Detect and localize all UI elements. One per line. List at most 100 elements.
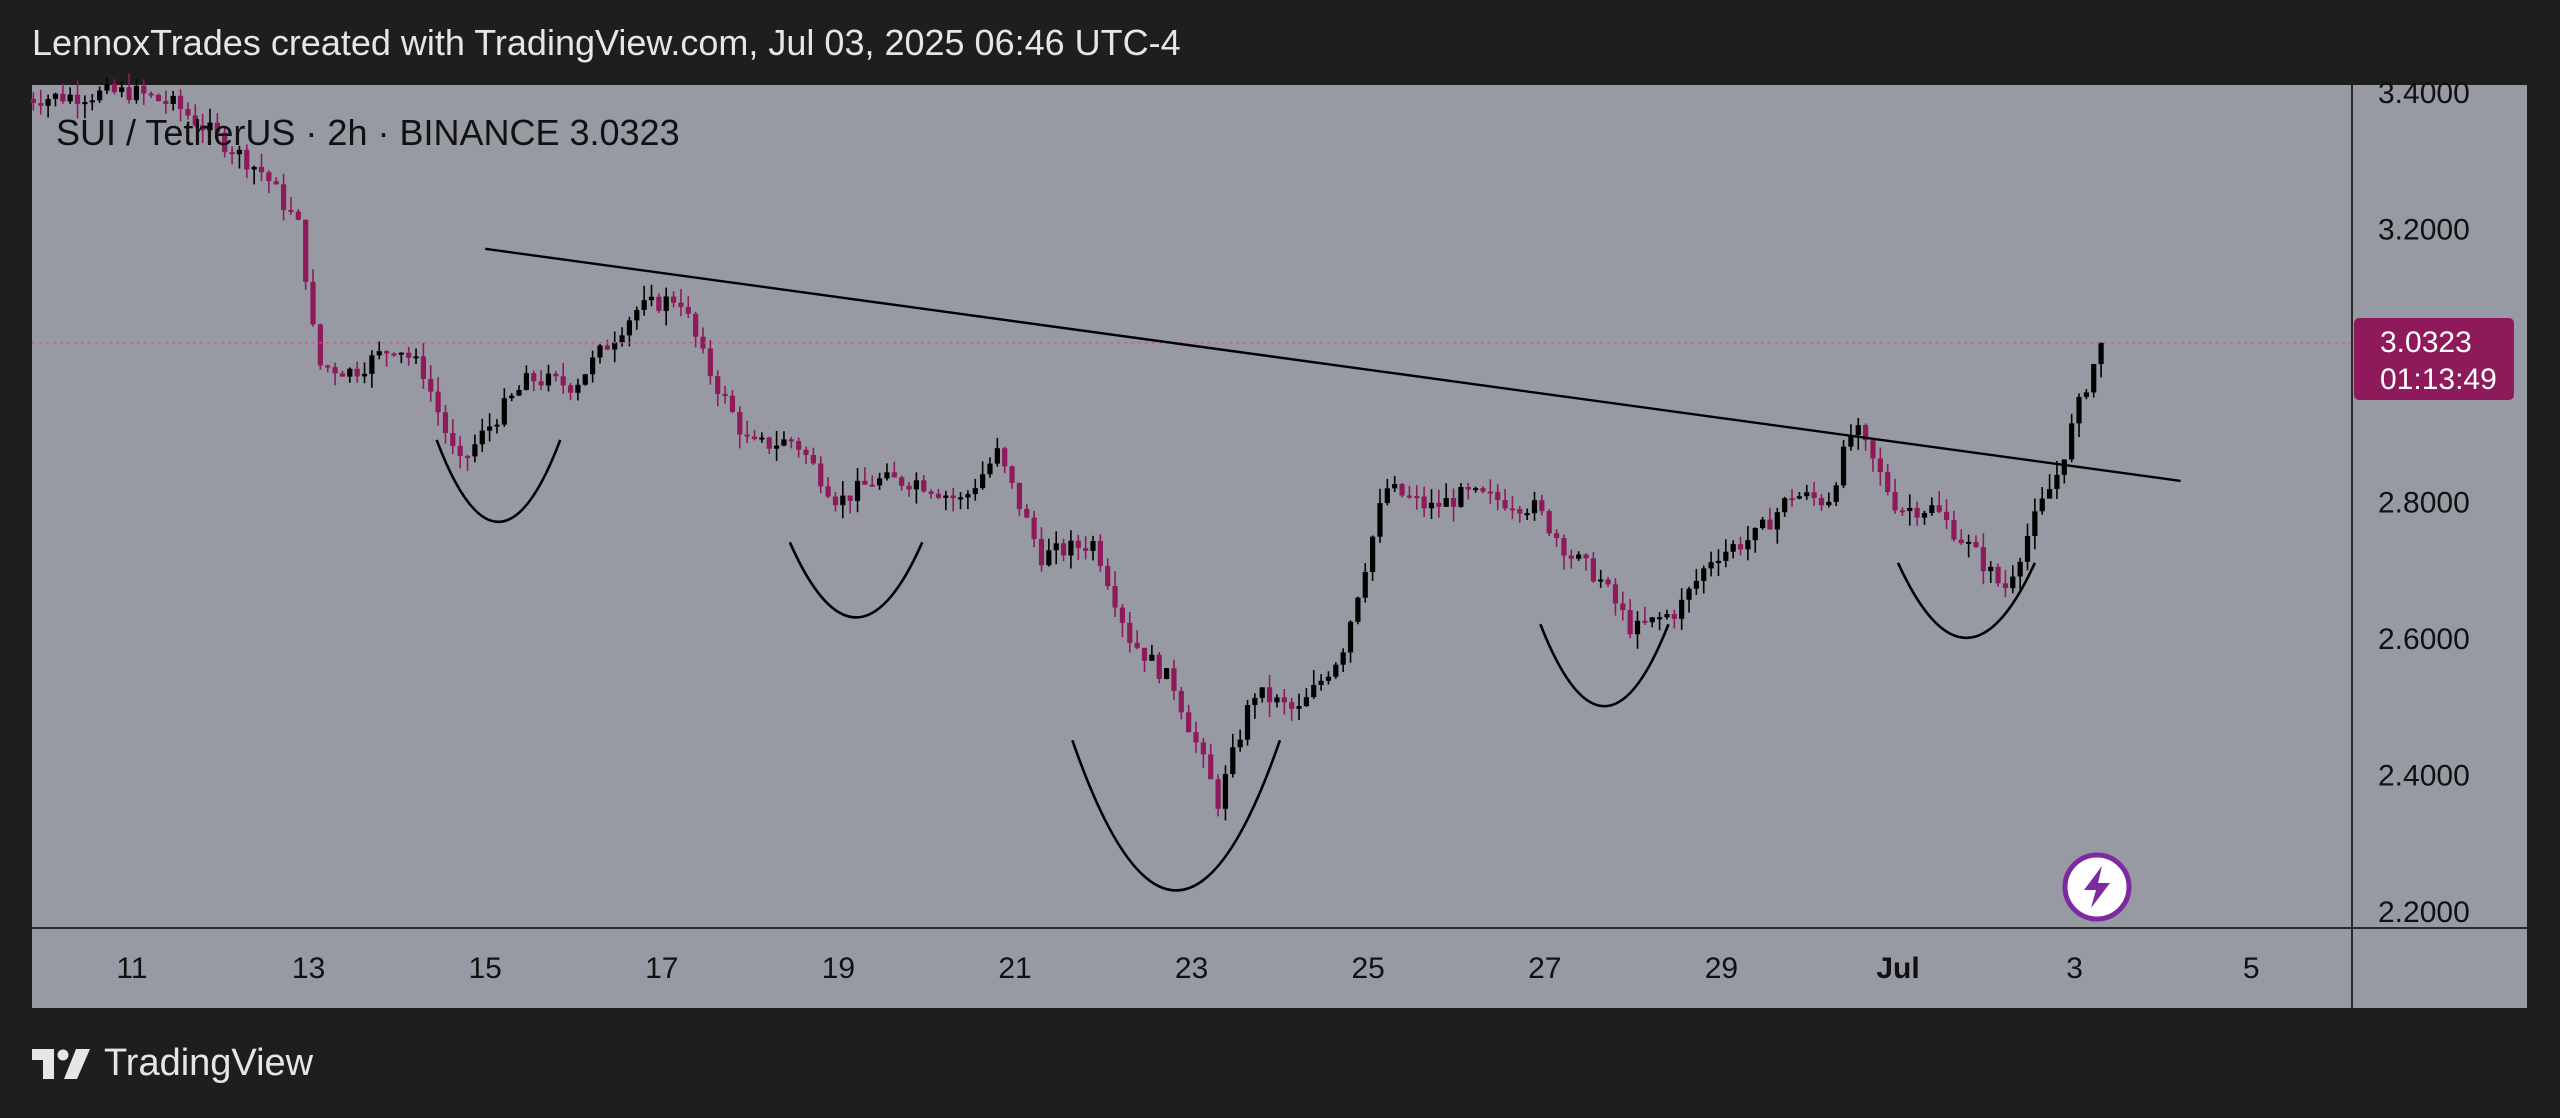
candle-body xyxy=(538,381,544,386)
candle-body xyxy=(567,385,574,393)
price-badge-countdown: 01:13:49 xyxy=(2380,363,2497,396)
candle-body xyxy=(1119,607,1126,623)
candle-body xyxy=(1465,487,1471,490)
candle-body xyxy=(1966,541,1972,544)
candle-body xyxy=(1090,540,1096,551)
candle-body xyxy=(420,356,426,379)
candle-body xyxy=(1127,622,1133,643)
candle-body xyxy=(1031,517,1037,539)
candle-body xyxy=(38,103,44,106)
candle-body xyxy=(1774,512,1780,530)
candle-body xyxy=(825,486,831,497)
candle-body xyxy=(847,495,853,501)
candle-body xyxy=(1083,548,1089,551)
candle-body xyxy=(619,335,625,343)
x-axis-tick-label: 23 xyxy=(1175,952,1208,985)
arc-drawing[interactable] xyxy=(1539,623,1670,708)
candle-body xyxy=(531,373,537,382)
candle-body xyxy=(612,342,618,350)
candle-body xyxy=(1745,540,1751,550)
candle-body xyxy=(700,336,706,349)
candle-body xyxy=(1737,544,1744,550)
candle-body xyxy=(310,281,316,325)
candle-body xyxy=(1833,485,1839,502)
x-axis-tick-label: 3 xyxy=(2066,952,2083,985)
candle-body xyxy=(1215,779,1221,809)
arc-drawing[interactable] xyxy=(435,439,562,523)
candle-body xyxy=(1186,712,1192,733)
candle-body xyxy=(494,424,500,427)
candle-body xyxy=(1384,488,1390,504)
x-axis-tick-label: 13 xyxy=(292,952,325,985)
candle-body xyxy=(111,84,117,93)
y-axis-tick-label: 3.2000 xyxy=(2378,213,2470,246)
candle-body xyxy=(759,437,765,440)
arc-drawing[interactable] xyxy=(1896,562,2037,639)
candle-body xyxy=(303,219,309,282)
candle-body xyxy=(1656,617,1663,620)
candle-body xyxy=(2032,511,2038,536)
chart-area[interactable] xyxy=(32,85,2527,1008)
candle-body xyxy=(1068,540,1074,556)
candle-body xyxy=(1458,487,1464,507)
x-axis-tick-label: 25 xyxy=(1352,952,1385,985)
candle-body xyxy=(229,152,235,155)
candle-body xyxy=(1605,579,1611,585)
candle-body xyxy=(1627,610,1633,635)
arc-drawing[interactable] xyxy=(1071,739,1282,892)
candle-body xyxy=(921,480,927,492)
candle-body xyxy=(1914,507,1920,518)
y-axis-tick-label: 2.4000 xyxy=(2378,759,2470,792)
candle-body xyxy=(1995,566,2001,584)
candle-body xyxy=(1634,620,1641,635)
candle-body xyxy=(398,352,404,355)
tradingview-logo[interactable]: TradingView xyxy=(32,1042,313,1085)
candle-body xyxy=(1590,558,1596,582)
candle-body xyxy=(1038,538,1045,566)
candle-body xyxy=(1149,654,1155,661)
y-axis-tick-label: 2.8000 xyxy=(2378,486,2470,519)
candle-body xyxy=(163,100,169,104)
candle-body xyxy=(1921,512,1928,518)
candle-body xyxy=(1002,448,1008,467)
candle-body xyxy=(965,494,971,498)
candle-body xyxy=(1156,654,1162,679)
candle-body xyxy=(1576,554,1582,559)
candle-body xyxy=(553,373,559,377)
candle-body xyxy=(2002,583,2009,589)
descending-trendline[interactable] xyxy=(485,247,2181,483)
candle-body xyxy=(2091,364,2097,393)
candle-body xyxy=(1259,687,1265,698)
candle-body xyxy=(854,480,861,501)
candle-body xyxy=(1988,566,1994,572)
lightning-button[interactable] xyxy=(2062,852,2132,922)
candle-body xyxy=(523,373,530,390)
candle-body xyxy=(435,391,441,413)
lightning-icon[interactable] xyxy=(2084,866,2110,908)
candle-body xyxy=(906,485,912,490)
candle-body xyxy=(1818,497,1825,506)
candle-body xyxy=(2083,392,2089,397)
candle-body xyxy=(1024,508,1030,518)
candle-body xyxy=(1546,511,1552,534)
candle-body xyxy=(663,296,669,311)
arc-drawing[interactable] xyxy=(788,541,924,619)
candle-body xyxy=(1715,560,1722,563)
candle-body xyxy=(560,376,566,386)
candle-body xyxy=(280,184,287,210)
candle-body xyxy=(597,345,603,358)
candle-body xyxy=(1075,540,1081,549)
candle-body xyxy=(648,296,655,301)
candle-body xyxy=(67,94,73,102)
candle-body xyxy=(957,497,964,500)
candle-body xyxy=(97,90,103,101)
candle-body xyxy=(928,491,934,494)
candle-body xyxy=(148,93,154,96)
symbol-legend[interactable]: SUI / TetherUS · 2h · BINANCE 3.0323 xyxy=(56,112,680,153)
candle-body xyxy=(2039,498,2045,512)
candle-body xyxy=(2061,459,2067,475)
candle-body xyxy=(464,455,471,458)
x-axis-tick-label: 27 xyxy=(1528,952,1561,985)
candle-body xyxy=(516,389,522,396)
